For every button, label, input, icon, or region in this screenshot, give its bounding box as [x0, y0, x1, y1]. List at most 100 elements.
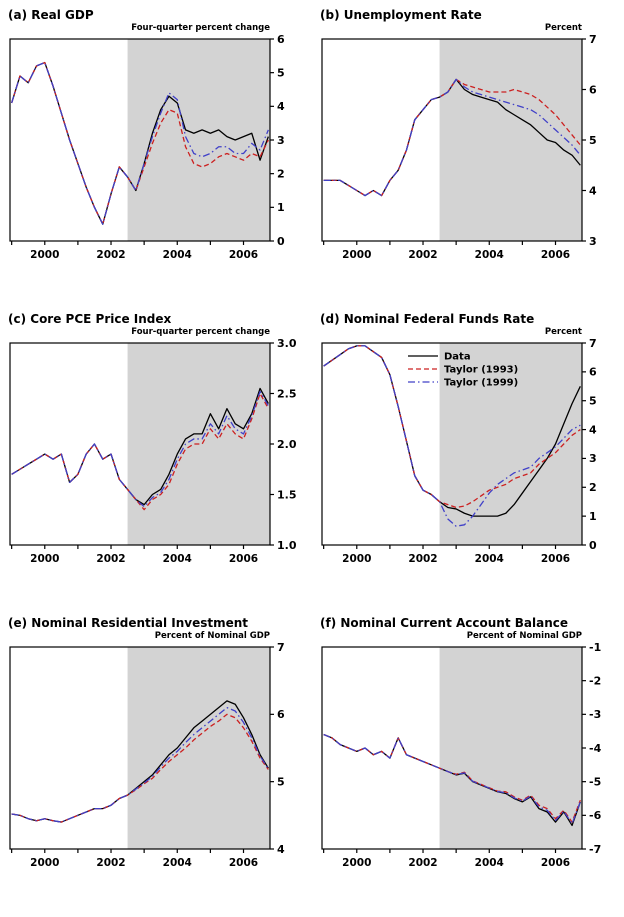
panel-b-unemployment-rate: (b) Unemployment Rate Percent 3 4 5 6 7 2000 2… [320, 8, 616, 272]
plot-frame [9, 646, 271, 850]
x-tick-label: 2006 [229, 249, 258, 261]
panel-f-title: (f) Nominal Current Account Balance [320, 616, 568, 630]
y-tick-label: 0 [277, 235, 285, 248]
panel-e-title: (e) Nominal Residential Investment [8, 616, 249, 630]
chart-c-canvas: 1.0 1.5 2.0 2.5 3.0 2000 2002 2004 2006 [9, 338, 297, 565]
x-tick-label: 2002 [408, 857, 437, 869]
y-tick-label: 3.0 [277, 338, 297, 350]
panel-d-title: (d) Nominal Federal Funds Rate [320, 312, 535, 326]
series-line-taylor-1999 [11, 390, 269, 508]
y-tick-label: 6 [277, 34, 285, 46]
x-tick-label: 2004 [163, 553, 192, 565]
panel-f-nominal-current-account-balance: (f) Nominal Current Account Balance Perc… [320, 616, 616, 880]
y-tick-label: 5 [589, 395, 597, 408]
x-tick-label: 2006 [229, 553, 258, 565]
panel-d-unit-label: Percent [544, 327, 582, 337]
y-tick-label: -5 [589, 775, 601, 788]
y-tick-label: 3 [277, 134, 285, 147]
y-tick-label: 5 [589, 134, 597, 147]
series-line-taylor-1999 [323, 78, 581, 197]
x-tick-label: 2002 [408, 249, 437, 261]
y-tick-label: 6 [277, 708, 285, 721]
simulation-shade-region [439, 647, 582, 849]
x-tick-label: 2006 [541, 249, 570, 261]
x-tick-label: 2006 [541, 857, 570, 869]
panel-b-title: (b) Unemployment Rate [320, 8, 482, 22]
x-tick-label: 2002 [408, 553, 437, 565]
y-tick-label: 7 [589, 338, 597, 350]
y-tick-label: 2.0 [277, 438, 297, 451]
chart-f-canvas: -7 -6 -5 -4 -3 -2 -1 2000 2002 2004 2006 [321, 642, 602, 869]
x-tick-label: 2000 [342, 249, 371, 261]
x-tick-label: 2002 [96, 553, 125, 565]
panel-c-title: (c) Core PCE Price Index [8, 312, 172, 326]
x-tick-label: 2000 [30, 857, 59, 869]
x-tick-label: 2002 [96, 857, 125, 869]
y-tick-label: 1 [277, 201, 285, 214]
legend-label: Taylor (1999) [444, 378, 518, 389]
y-tick-label: 4 [589, 184, 597, 197]
panel-f-unit-label: Percent of Nominal GDP [466, 631, 582, 641]
x-tick-label: 2004 [475, 857, 504, 869]
y-tick-label: 1.5 [277, 488, 297, 501]
simulation-shade-region [127, 39, 270, 241]
y-tick-label: 4 [277, 100, 285, 113]
plot-frame [321, 342, 583, 546]
x-tick-label: 2000 [30, 553, 59, 565]
chart-b-canvas: 3 4 5 6 7 2000 2002 2004 2006 [321, 34, 597, 261]
y-tick-label: 2 [589, 481, 597, 494]
y-tick-label: 5 [277, 775, 285, 788]
y-tick-label: -6 [589, 809, 602, 822]
x-tick-label: 2002 [96, 249, 125, 261]
y-tick-label: 2 [277, 167, 285, 180]
panel-c-core-pce-price-index: (c) Core PCE Price Index Four-quarter pe… [8, 312, 304, 576]
chart-d-canvas: 0 1 2 3 4 5 6 7 2000 2002 2004 2006 Data Taylor (1993… [321, 338, 597, 565]
y-tick-label: 3 [589, 452, 597, 465]
x-tick-label: 2000 [342, 857, 371, 869]
x-tick-label: 2000 [342, 553, 371, 565]
y-tick-label: 1.0 [277, 539, 297, 552]
legend-label: Data [444, 352, 471, 363]
simulation-shade-region [439, 39, 582, 241]
panel-b-unit-label: Percent [544, 23, 582, 33]
chart-a-canvas: 0 1 2 3 4 5 6 2000 2002 2004 2006 [9, 34, 285, 261]
series-line-taylor-1999 [11, 61, 269, 225]
panel-e-nominal-residential-investment: (e) Nominal Residential Investment Perce… [8, 616, 304, 880]
panel-e-unit-label: Percent of Nominal GDP [154, 631, 270, 641]
panel-a-unit-label: Four-quarter percent change [131, 23, 270, 33]
y-tick-label: 1 [589, 510, 597, 523]
panel-a-title: (a) Real GDP [8, 8, 94, 22]
y-tick-label: 6 [589, 83, 597, 96]
x-tick-label: 2006 [229, 857, 258, 869]
y-tick-label: 6 [589, 366, 597, 379]
y-tick-label: 7 [589, 34, 597, 46]
y-tick-label: -7 [589, 843, 601, 856]
series-line-taylor-1999 [323, 733, 581, 825]
x-tick-label: 2004 [163, 857, 192, 869]
y-tick-label: 3 [589, 235, 597, 248]
y-tick-label: 4 [589, 423, 597, 436]
y-tick-label: 0 [589, 539, 597, 552]
y-tick-label: 4 [277, 843, 285, 856]
x-tick-label: 2004 [475, 249, 504, 261]
chart-e-canvas: 4 5 6 7 2000 2002 2004 2006 [9, 642, 285, 869]
y-tick-label: -1 [589, 642, 601, 654]
x-tick-label: 2004 [475, 553, 504, 565]
series-line-taylor-1999 [11, 706, 269, 823]
panel-c-unit-label: Four-quarter percent change [131, 327, 270, 337]
panel-a-real-gdp: (a) Real GDP Four-quarter percent change… [8, 8, 304, 272]
simulation-shade-region [127, 647, 270, 849]
x-tick-label: 2004 [163, 249, 192, 261]
panel-d-nominal-federal-funds-rate: (d) Nominal Federal Funds Rate Percent 0… [320, 312, 616, 576]
legend-label: Taylor (1993) [444, 365, 518, 376]
y-tick-label: -4 [589, 742, 602, 755]
x-tick-label: 2000 [30, 249, 59, 261]
y-tick-label: -3 [589, 708, 601, 721]
y-tick-label: 5 [277, 66, 285, 79]
series-line-taylor-1993 [323, 78, 581, 197]
y-tick-label: 2.5 [277, 387, 297, 400]
y-tick-label: 7 [277, 642, 285, 654]
x-tick-label: 2006 [541, 553, 570, 565]
series-line-taylor-1999 [323, 345, 581, 527]
